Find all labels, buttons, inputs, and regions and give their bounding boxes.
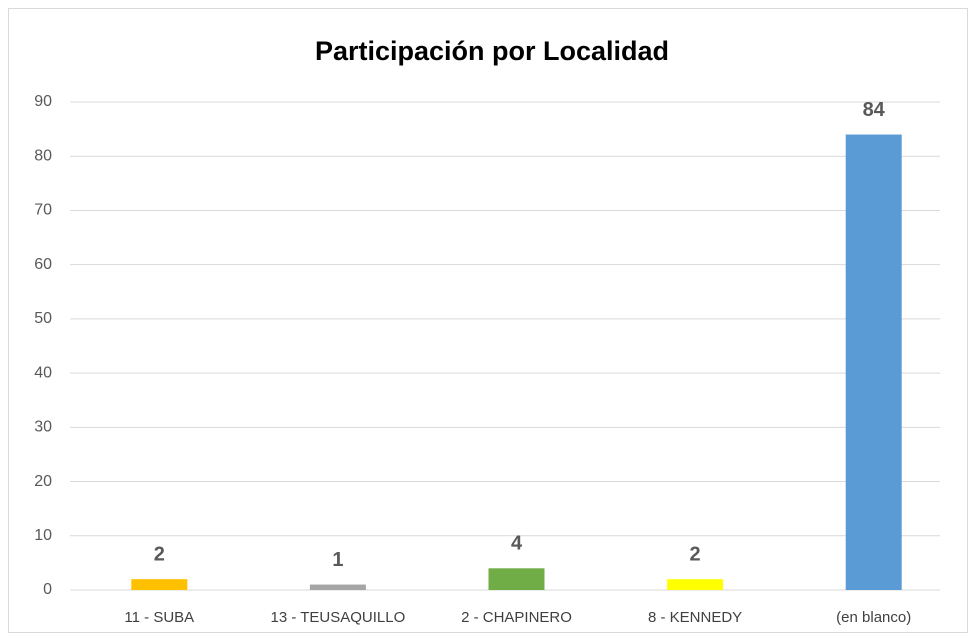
- x-tick-label: 8 - KENNEDY: [648, 609, 742, 626]
- bar: [667, 579, 724, 590]
- data-label: 2: [154, 543, 165, 565]
- x-tick-label: 13 - TEUSAQUILLO: [271, 609, 406, 626]
- y-tick-label: 50: [34, 310, 52, 327]
- y-tick-label: 60: [34, 256, 52, 273]
- chart-border: [8, 8, 968, 633]
- y-tick-label: 0: [43, 581, 52, 598]
- bar: [845, 134, 902, 591]
- bar: [309, 584, 366, 590]
- data-label: 1: [332, 549, 343, 571]
- y-tick-label: 20: [34, 473, 52, 490]
- y-tick-label: 80: [34, 147, 52, 164]
- data-label: 84: [863, 99, 886, 121]
- bar: [131, 579, 188, 590]
- data-label: 2: [690, 543, 701, 565]
- data-label: 4: [511, 533, 523, 555]
- x-tick-label: (en blanco): [836, 609, 911, 626]
- y-tick-label: 90: [34, 93, 52, 110]
- chart-title: Participación por Localidad: [315, 36, 669, 66]
- bar: [488, 568, 545, 590]
- y-tick-label: 70: [34, 202, 52, 219]
- x-tick-label: 2 - CHAPINERO: [461, 609, 572, 626]
- y-tick-label: 30: [34, 419, 52, 436]
- y-tick-label: 40: [34, 364, 52, 381]
- x-tick-label: 11 - SUBA: [124, 609, 194, 626]
- y-tick-label: 10: [34, 527, 52, 544]
